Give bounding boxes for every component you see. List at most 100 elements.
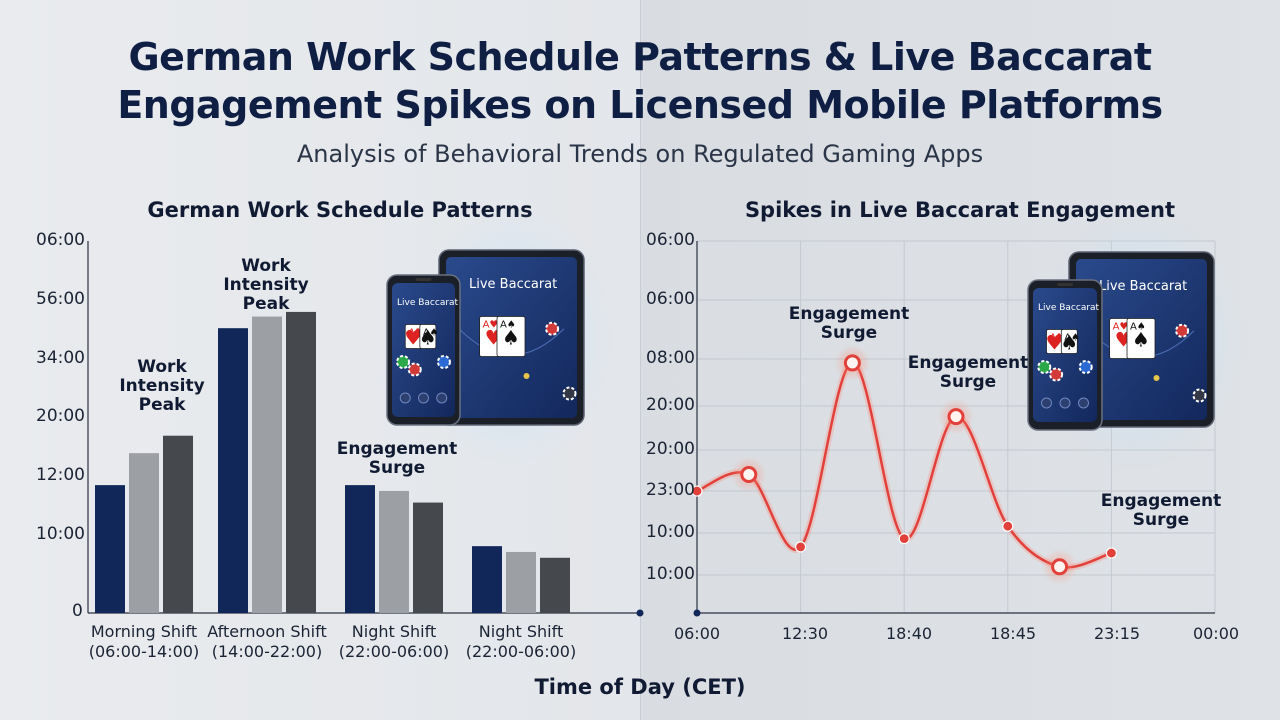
- line-y-tick-label: 20:00: [646, 395, 695, 415]
- playing-card: [1126, 318, 1156, 359]
- bar-category-label: Morning Shift (06:00-14:00): [88, 622, 200, 661]
- bar-category-label: Night Shift (22:00-06:00): [338, 622, 450, 661]
- line-y-tick-label: 06:00: [646, 289, 695, 309]
- phone-nav-icon: [1041, 397, 1052, 409]
- chip-icon: [1037, 360, 1052, 374]
- page-title-line-2: Engagement Spikes on Licensed Mobile Pla…: [117, 83, 1163, 127]
- phone-screen: [392, 283, 455, 417]
- line-x-tick-label: 12:30: [781, 624, 829, 643]
- line-x-tick-label: 00:00: [1192, 624, 1240, 643]
- bar: [345, 485, 375, 613]
- bar-y-tick-label: 56:00: [36, 289, 85, 309]
- phone-screen: [1033, 288, 1097, 422]
- bar: [413, 502, 443, 613]
- playing-card-rank: A♥: [483, 320, 499, 331]
- playing-card-suit: ♠: [502, 326, 520, 350]
- line-point-highlight: [1051, 558, 1069, 576]
- chip-icon: [1175, 323, 1190, 338]
- phone-illustration: Live Baccarat A♥♥ A♠♠: [1027, 279, 1103, 431]
- bar: [163, 435, 193, 613]
- phone-illustration: Live Baccarat A♥♥ A♠♠: [386, 274, 461, 426]
- bar-y-tick-label: 10:00: [36, 524, 85, 544]
- line-series-path: [696, 361, 1112, 569]
- tablet-marker-dot: [523, 373, 530, 379]
- line-y-tick-label: 06:00: [646, 230, 695, 250]
- panel-divider: [640, 0, 641, 720]
- chip-icon: [562, 386, 577, 401]
- line-y-tick-label: 10:00: [646, 564, 695, 584]
- line-point-highlight: [843, 354, 861, 372]
- bar-y-tick-label: 0: [72, 601, 83, 621]
- line-annotation: Engagement Surge: [907, 353, 1029, 392]
- chip-icon: [407, 362, 422, 377]
- line-annotation: Engagement Surge: [1100, 491, 1222, 530]
- line-point: [794, 541, 807, 553]
- tablet-screen-title: Live Baccarat: [469, 277, 557, 292]
- bar: [540, 557, 570, 613]
- chip-icon: [436, 355, 451, 369]
- chip-icon: [545, 321, 560, 336]
- playing-card-suit: ♠: [1132, 328, 1150, 352]
- line-x-tick-label: 18:45: [989, 624, 1037, 643]
- line-point: [1105, 547, 1118, 559]
- bar: [95, 485, 125, 613]
- tablet-marker-dot: [1153, 375, 1160, 381]
- playing-card-suit: ♥: [404, 326, 422, 350]
- bar-annotation: Work Intensity Peak: [223, 256, 309, 314]
- line-point: [1002, 520, 1014, 532]
- line-annotation: Engagement Surge: [788, 304, 910, 343]
- bar-annotation: Work Intensity Peak: [119, 357, 205, 415]
- playing-card-rank: A♠: [1064, 333, 1080, 344]
- bar-category-label: Afternoon Shift (14:00-22:00): [207, 622, 327, 661]
- bar-axis-end-dot: [636, 609, 644, 617]
- bar-annotation: Engagement Surge: [336, 439, 458, 478]
- line-x-tick-label: 06:00: [673, 624, 721, 643]
- line-y-tick-label: 08:00: [646, 348, 695, 368]
- bar-y-tick-label: 34:00: [36, 348, 85, 368]
- phone-nav-icon: [436, 392, 448, 404]
- phone-screen-title: Live Baccarat: [1038, 303, 1100, 313]
- bar-y-tick-label: 06:00: [36, 230, 85, 250]
- phone-screen-title: Live Baccarat: [397, 298, 459, 308]
- phone-nav-icon: [418, 392, 429, 404]
- line-y-tick-label: 23:00: [646, 480, 695, 500]
- line-point: [691, 485, 703, 497]
- page-subtitle: Analysis of Behavioral Trends on Regulat…: [296, 140, 984, 168]
- phone-nav-icon: [1059, 397, 1071, 409]
- playing-card: [1060, 329, 1078, 354]
- line-x-tick-label: 18:40: [885, 624, 933, 643]
- bar: [252, 316, 282, 613]
- line-y-tick-label: 10:00: [646, 522, 695, 542]
- line-point-highlight: [947, 408, 965, 426]
- page-title-line-1: German Work Schedule Patterns & Live Bac…: [128, 35, 1152, 79]
- phone-nav-icon: [1078, 397, 1089, 409]
- tablet-screen-title: Live Baccarat: [1099, 279, 1187, 294]
- playing-card-suit: ♠: [419, 326, 437, 350]
- line-point-highlight: [740, 466, 758, 484]
- bar-chart-title: German Work Schedule Patterns: [147, 198, 533, 222]
- playing-card-rank: A♠: [500, 320, 516, 331]
- x-axis-label: Time of Day (CET): [534, 675, 746, 699]
- bar: [286, 311, 316, 613]
- bar: [218, 328, 248, 613]
- playing-card-rank: A♥: [408, 328, 424, 339]
- bar-y-tick-label: 12:00: [36, 465, 85, 485]
- playing-card: [496, 316, 526, 357]
- phone-speaker: [415, 278, 432, 281]
- bar-category-label: Night Shift (22:00-06:00): [465, 622, 577, 661]
- line-point: [898, 532, 910, 545]
- line-axis-origin-dot: [693, 609, 701, 617]
- bar: [379, 490, 409, 613]
- line-y-tick-label: 20:00: [646, 439, 695, 459]
- bar: [472, 546, 502, 613]
- playing-card-rank: A♠: [1130, 322, 1146, 333]
- phone-nav-icon: [399, 392, 411, 404]
- bar-y-tick-label: 20:00: [36, 406, 85, 426]
- chip-icon: [396, 355, 411, 369]
- line-x-tick-label: 23:15: [1093, 624, 1141, 643]
- playing-card-rank: A♥: [1113, 322, 1129, 333]
- chip-icon: [1049, 367, 1064, 382]
- playing-card: [419, 324, 437, 349]
- playing-card-rank: A♠: [423, 328, 439, 339]
